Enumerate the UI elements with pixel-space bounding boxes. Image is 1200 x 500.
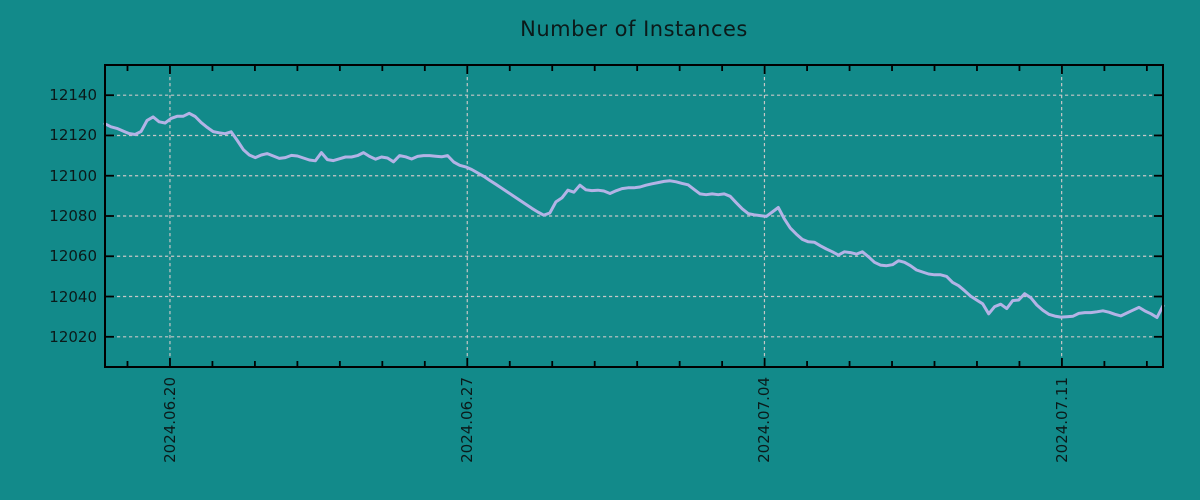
y-axis-label: 12040	[49, 287, 97, 306]
y-axis-label: 12080	[49, 207, 97, 225]
y-axis-label: 12060	[49, 247, 97, 266]
y-axis-label: 12140	[49, 86, 97, 105]
y-axis-label: 12020	[49, 327, 97, 346]
x-axis-label: 2024.06.27	[458, 377, 477, 463]
y-axis-label: 12100	[49, 166, 97, 185]
x-axis-label: 2024.07.11	[1052, 377, 1071, 463]
series-line	[103, 111, 1165, 319]
chart-title: Number of Instances	[520, 17, 748, 41]
y-axis-label: 12120	[49, 126, 97, 145]
x-axis-label: 2024.07.04	[755, 377, 774, 463]
x-axis-label: 2024.06.20	[160, 377, 179, 463]
plot-border	[104, 64, 1164, 368]
